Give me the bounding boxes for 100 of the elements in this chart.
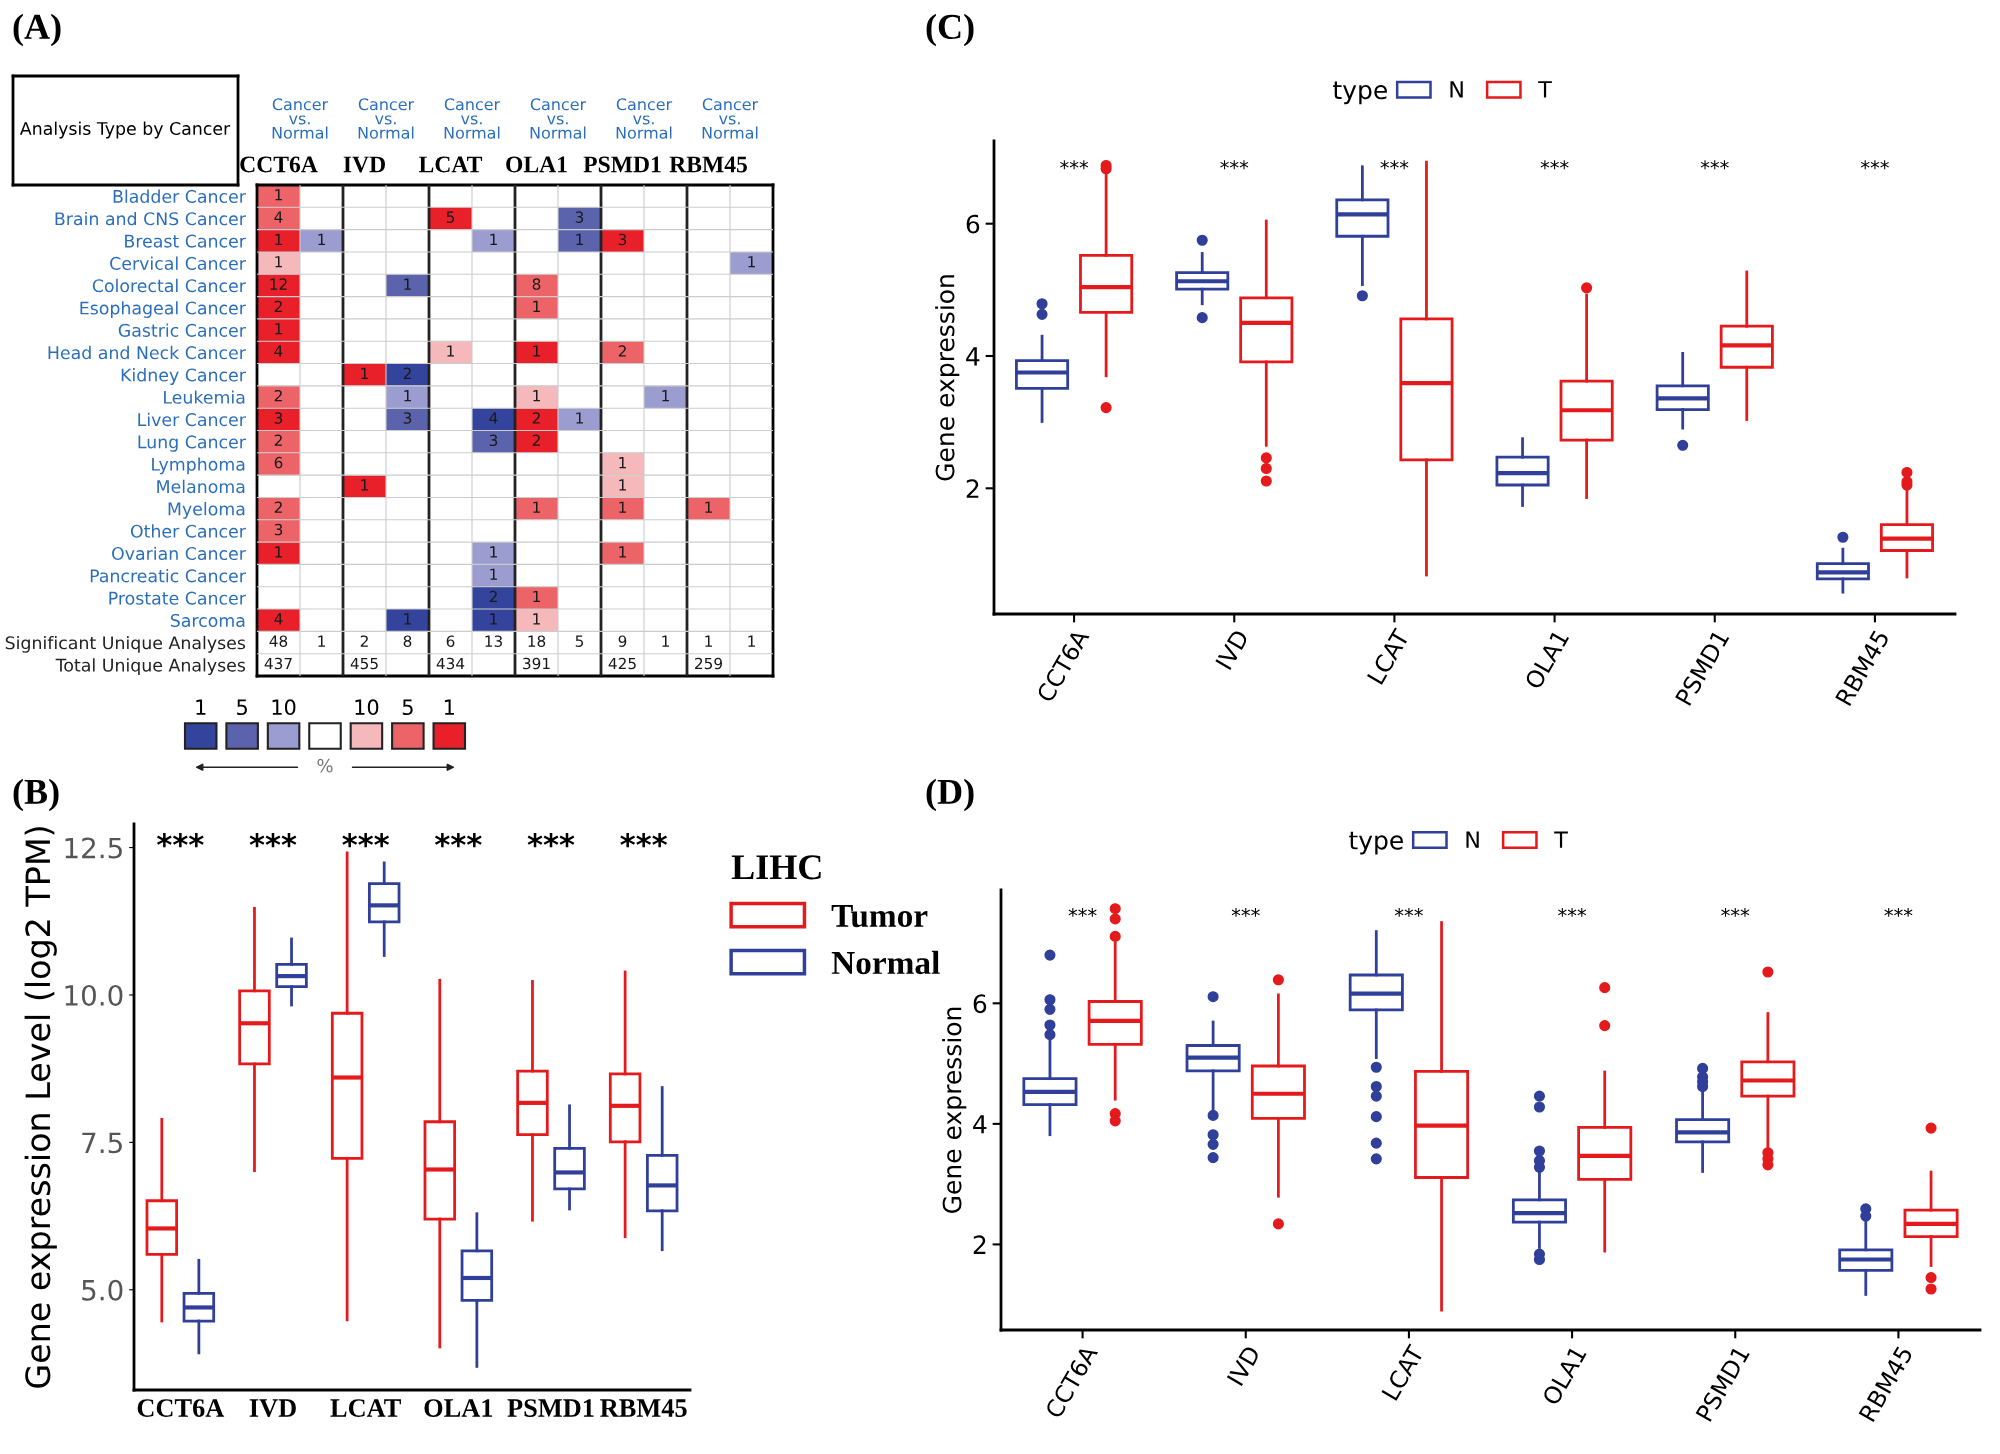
data-label: 1 bbox=[748, 635, 755, 647]
x-tick-label: IVD bbox=[343, 156, 385, 173]
legend-label: Tumor bbox=[831, 904, 928, 928]
data-label: 1 bbox=[705, 501, 712, 513]
y-tick-label: 2 bbox=[973, 1235, 986, 1254]
x-tick-label: RBM45 bbox=[600, 1399, 687, 1417]
x-tick-label: OLA1 bbox=[424, 1399, 493, 1417]
annotation: *** bbox=[1068, 907, 1097, 917]
data-label: 3 bbox=[575, 211, 584, 223]
x-tick-label: LCAT bbox=[330, 1399, 401, 1417]
data-label: 1 bbox=[318, 635, 325, 647]
data-label: 3 bbox=[274, 523, 283, 536]
data-label: 4 bbox=[274, 345, 283, 357]
text: 5 bbox=[237, 699, 247, 716]
data-label: 2 bbox=[274, 501, 282, 513]
data-label: 3 bbox=[274, 412, 283, 424]
data-label: 9 bbox=[618, 635, 627, 647]
data-label: 1 bbox=[361, 479, 368, 491]
chart-title: (A) bbox=[13, 13, 61, 47]
data-label: 2 bbox=[532, 412, 540, 424]
annotation: *** bbox=[1540, 160, 1569, 170]
data-label: 13 bbox=[485, 635, 502, 647]
data-label: 1 bbox=[447, 345, 454, 357]
data-label: 8 bbox=[403, 635, 412, 647]
text: 5 bbox=[402, 699, 413, 716]
legend-label: N bbox=[1450, 81, 1463, 98]
data-label: 1 bbox=[576, 412, 583, 424]
y-tick-label: Prostate Cancer bbox=[109, 591, 246, 605]
y-tick-label: Bladder Cancer bbox=[113, 189, 246, 203]
annotation: *** bbox=[1700, 160, 1729, 170]
data-label: 1 bbox=[404, 278, 411, 290]
legend-label: T bbox=[1538, 81, 1552, 98]
data-label: 1 bbox=[576, 233, 583, 246]
data-label: 2 bbox=[360, 635, 368, 647]
annotation: *** bbox=[620, 833, 668, 848]
chart-title: (D) bbox=[926, 778, 974, 812]
text: Cancer vs. Normal bbox=[616, 98, 673, 139]
data-label: 4 bbox=[489, 412, 498, 424]
data-label: 1 bbox=[275, 256, 282, 268]
y-tick-label: 6 bbox=[966, 214, 980, 234]
y-tick-label: Kidney Cancer bbox=[121, 368, 246, 385]
y-axis-title: Gene expression bbox=[935, 275, 960, 481]
data-label: 12 bbox=[270, 278, 287, 290]
data-label: 48 bbox=[269, 635, 288, 647]
data-label: 434 bbox=[436, 657, 465, 670]
x-tick-label: PSMD1 bbox=[583, 156, 661, 173]
y-tick-label: 6 bbox=[973, 994, 987, 1014]
annotation: *** bbox=[342, 833, 390, 848]
annotation: *** bbox=[249, 833, 297, 848]
y-tick-label: Melanoma bbox=[157, 479, 245, 494]
data-label: 391 bbox=[523, 657, 550, 670]
data-label: 1 bbox=[275, 323, 282, 335]
y-tick-label: 7.5 bbox=[82, 1132, 122, 1154]
data-label: 1 bbox=[533, 345, 540, 357]
data-label: 437 bbox=[264, 657, 292, 670]
annotation: *** bbox=[434, 833, 482, 848]
legend-title: type bbox=[1333, 81, 1387, 105]
y-axis-title: Gene expression bbox=[942, 1007, 967, 1213]
x-tick-label: PSMD1 bbox=[507, 1399, 594, 1417]
y-tick-label: Sarcoma bbox=[170, 613, 245, 628]
data-label: 1 bbox=[619, 501, 626, 513]
data-label: 1 bbox=[490, 568, 497, 580]
data-label: 18 bbox=[528, 635, 546, 647]
y-tick-label: Lymphoma bbox=[152, 457, 245, 475]
text: % bbox=[317, 758, 333, 773]
data-label: 1 bbox=[404, 613, 411, 625]
x-tick-label: CCT6A bbox=[240, 156, 318, 173]
y-tick-label: Leukemia bbox=[164, 390, 245, 404]
annotation: *** bbox=[156, 833, 204, 848]
y-tick-label: Brain and CNS Cancer bbox=[55, 211, 246, 226]
data-label: 1 bbox=[662, 635, 669, 647]
data-label: 1 bbox=[533, 590, 540, 603]
data-label: 6 bbox=[274, 456, 283, 469]
y-tick-label: Liver Cancer bbox=[138, 412, 246, 427]
y-tick-label: 4 bbox=[966, 347, 980, 366]
text: Cancer vs. Normal bbox=[444, 98, 501, 139]
x-tick-label: IVD bbox=[1226, 1344, 1261, 1386]
y-tick-label: Gastric Cancer bbox=[118, 323, 246, 337]
y-tick-label: Head and Neck Cancer bbox=[48, 345, 246, 360]
y-tick-label: Pancreatic Cancer bbox=[90, 568, 246, 583]
x-tick-label: CCT6A bbox=[137, 1399, 225, 1417]
annotation: *** bbox=[1860, 160, 1889, 170]
legend-label: Normal bbox=[831, 950, 940, 975]
x-tick-label: IVD bbox=[1215, 628, 1250, 670]
text: Cancer vs. Normal bbox=[272, 98, 329, 139]
y-tick-label: 12.5 bbox=[65, 837, 122, 859]
data-label: 2 bbox=[274, 300, 282, 312]
x-tick-label: OLA1 bbox=[506, 156, 567, 173]
x-tick-label: IVD bbox=[249, 1399, 296, 1418]
text: 1 bbox=[444, 699, 454, 715]
annotation: *** bbox=[1394, 907, 1423, 917]
data-label: 1 bbox=[490, 546, 497, 558]
legend-title: LIHC bbox=[731, 855, 821, 880]
y-tick-label: Ovarian Cancer bbox=[112, 546, 246, 561]
data-label: 1 bbox=[490, 233, 497, 246]
text: 10 bbox=[272, 699, 296, 716]
annotation: *** bbox=[1231, 907, 1260, 917]
data-label: 2 bbox=[489, 590, 497, 603]
y-axis-title: Gene expression Level (log2 TPM) bbox=[24, 827, 57, 1388]
data-label: 1 bbox=[533, 613, 540, 625]
